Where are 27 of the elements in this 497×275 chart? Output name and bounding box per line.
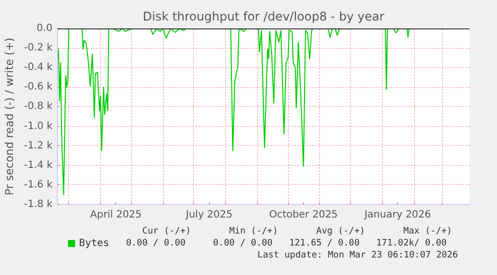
text: Cur (-/+) <box>142 226 191 236</box>
text: 0.00 / 0.00 <box>212 238 273 248</box>
x-tick-label: April 2025 <box>90 210 142 220</box>
y-tick-label: -1.6 k <box>24 179 53 190</box>
x-tick-label: January 2026 <box>363 210 432 220</box>
text: Max (-/+) <box>403 226 452 236</box>
text: 0.00 / 0.00 <box>126 238 186 248</box>
text: Avg (-/+) <box>316 226 366 236</box>
y-axis-title: Pr second read (-) / write (+) <box>3 38 16 196</box>
x-tick-label: October 2025 <box>269 210 338 220</box>
x-tick-label: July 2025 <box>184 210 232 220</box>
y-tick-label: -0.6 k <box>24 82 53 93</box>
chart-title: Disk throughput for /dev/loop8 - by year <box>142 10 384 24</box>
y-tick-label: -0.2 k <box>24 42 53 54</box>
y-tick-label: -1.8 k <box>24 199 53 210</box>
y-tick-label: 0.0 <box>36 23 53 34</box>
y-tick-label: -1.0 k <box>24 120 53 132</box>
text: Last update: Mon Mar 23 06:10:07 2026 <box>257 250 458 260</box>
legend-label: Bytes <box>79 238 110 249</box>
text: 171.02k/ 0.00 <box>376 238 447 248</box>
y-tick-label: -1.2 k <box>24 140 53 152</box>
text: Min (-/+) <box>229 226 278 236</box>
line-series <box>58 28 410 196</box>
text: 121.65 / 0.00 <box>289 238 360 248</box>
y-tick-label: -0.4 k <box>24 62 53 74</box>
y-tick-label: -0.8 k <box>24 101 53 112</box>
y-tick-label: -1.4 k <box>24 160 53 171</box>
